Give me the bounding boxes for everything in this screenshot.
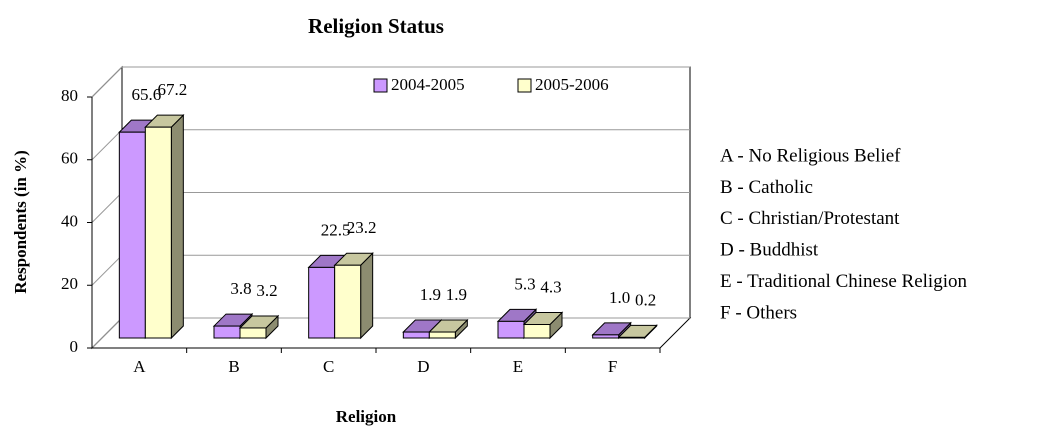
bar bbox=[239, 327, 267, 339]
y-tick-label: 40 bbox=[61, 211, 78, 230]
bar bbox=[213, 325, 241, 339]
chart-title: Religion Status bbox=[308, 14, 444, 38]
bar bbox=[334, 264, 362, 339]
y-tick-label: 60 bbox=[61, 149, 78, 168]
legend-swatch bbox=[517, 78, 532, 93]
bar bbox=[144, 126, 172, 339]
key-label: C - Christian/Protestant bbox=[720, 208, 900, 229]
value-label: 5.3 bbox=[514, 274, 535, 293]
bar bbox=[402, 331, 430, 339]
bar bbox=[308, 266, 336, 339]
bar bbox=[523, 324, 551, 339]
x-tick-label: F bbox=[608, 357, 617, 376]
legend-label: 2004-2005 bbox=[391, 75, 465, 94]
grid-line bbox=[91, 66, 690, 98]
x-tick-label: A bbox=[133, 357, 146, 376]
bar bbox=[497, 320, 525, 339]
key-label: E - Traditional Chinese Religion bbox=[720, 271, 967, 292]
key-label: B - Catholic bbox=[720, 177, 813, 198]
y-tick-label: 0 bbox=[70, 337, 79, 356]
value-label: 3.2 bbox=[256, 281, 277, 300]
x-axis-title: Religion bbox=[336, 407, 397, 426]
y-axis-title: Respondents (in %) bbox=[11, 150, 30, 294]
x-tick-label: C bbox=[323, 357, 334, 376]
value-label: 1.9 bbox=[446, 285, 467, 304]
x-tick-label: D bbox=[417, 357, 429, 376]
bar bbox=[618, 336, 646, 339]
value-label: 65.6 bbox=[131, 85, 161, 104]
key-label: A - No Religious Belief bbox=[720, 145, 901, 166]
y-tick-label: 20 bbox=[61, 274, 78, 293]
legend-swatch bbox=[373, 78, 388, 93]
value-label: 67.2 bbox=[157, 80, 187, 99]
value-label: 1.0 bbox=[609, 288, 630, 307]
x-tick-label: B bbox=[228, 357, 239, 376]
bar-side bbox=[360, 252, 374, 340]
y-tick-label: 80 bbox=[61, 86, 78, 105]
bar bbox=[428, 331, 456, 339]
value-label: 3.8 bbox=[230, 279, 251, 298]
value-label: 0.2 bbox=[635, 290, 656, 309]
x-tick-label: E bbox=[513, 357, 523, 376]
bar bbox=[592, 334, 620, 339]
legend-label: 2005-2006 bbox=[535, 75, 609, 94]
value-label: 1.9 bbox=[420, 285, 441, 304]
bar-side bbox=[170, 113, 184, 340]
key-label: D - Buddhist bbox=[720, 240, 819, 261]
bar bbox=[118, 131, 146, 339]
key-label: F - Others bbox=[720, 302, 797, 323]
value-label: 23.2 bbox=[347, 218, 377, 237]
value-label: 22.5 bbox=[321, 220, 351, 239]
value-label: 4.3 bbox=[540, 277, 561, 296]
